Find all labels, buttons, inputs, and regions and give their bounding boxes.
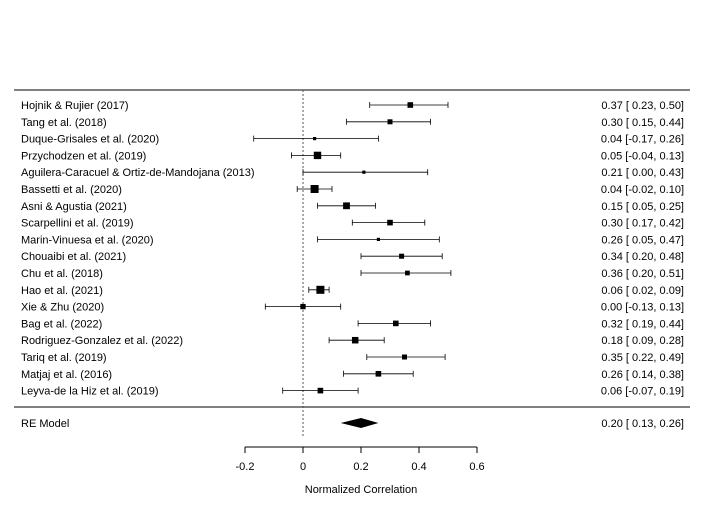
point-estimate-square bbox=[343, 202, 350, 210]
ci-value-text: 0.26 [ 0.05, 0.47] bbox=[601, 234, 684, 246]
study-row: Matjaj et al. (2016) 0.26 [ 0.14, 0.38] bbox=[21, 369, 684, 381]
study-row: Aguilera-Caracuel & Ortiz-de-Mandojana (… bbox=[21, 167, 684, 179]
study-row: Rodriguez-Gonzalez et al. (2022) 0.18 [ 0… bbox=[21, 335, 684, 347]
point-estimate-square bbox=[375, 371, 382, 377]
ci-value-text: 0.21 [ 0.00, 0.43] bbox=[601, 167, 684, 179]
study-label: Leyva-de la Hiz et al. (2019) bbox=[21, 386, 159, 398]
study-row: Bag et al. (2022) 0.32 [ 0.19, 0.44] bbox=[21, 318, 684, 330]
summary-diamond bbox=[340, 418, 379, 428]
study-row: Hojnik & Rujier (2017) 0.37 [ 0.23, 0.50] bbox=[21, 100, 684, 112]
study-row: Chouaibi et al. (2021) 0.34 [ 0.20, 0.48] bbox=[21, 251, 684, 263]
study-row: Duque-Grisales et al. (2020) 0.04 [-0.17,… bbox=[21, 134, 684, 146]
x-axis-label: Normalized Correlation bbox=[305, 484, 418, 496]
point-estimate-square bbox=[313, 151, 322, 160]
x-tick-label: -0.2 bbox=[236, 461, 255, 473]
ci-value-text: 0.04 [-0.02, 0.10] bbox=[601, 184, 684, 196]
x-tick-label: 0 bbox=[300, 461, 306, 473]
point-estimate-square bbox=[300, 303, 306, 310]
ci-value-text: 0.36 [ 0.20, 0.51] bbox=[601, 268, 684, 280]
study-row: Chu et al. (2018) 0.36 [ 0.20, 0.51] bbox=[21, 268, 684, 280]
point-estimate-square bbox=[310, 185, 319, 193]
ci-value-text: 0.04 [-0.17, 0.26] bbox=[601, 134, 684, 146]
study-label: Rodriguez-Gonzalez et al. (2022) bbox=[21, 335, 183, 347]
study-label: Bag et al. (2022) bbox=[21, 318, 102, 330]
study-label: Przychodzen et al. (2019) bbox=[21, 150, 146, 162]
point-estimate-square bbox=[351, 336, 359, 344]
study-row: Tang et al. (2018) 0.30 [ 0.15, 0.44] bbox=[21, 117, 684, 129]
study-row: Scarpellini et al. (2019) 0.30 [ 0.17, 0.… bbox=[21, 218, 684, 230]
study-label: Aguilera-Caracuel & Ortiz-de-Mandojana (… bbox=[21, 167, 255, 179]
study-label: Hao et al. (2021) bbox=[21, 285, 103, 297]
x-tick-label: 0.6 bbox=[469, 461, 484, 473]
x-tick-label: 0.4 bbox=[411, 461, 426, 473]
point-estimate-square bbox=[407, 102, 414, 108]
point-estimate-square bbox=[387, 219, 393, 226]
ci-value-text: 0.34 [ 0.20, 0.48] bbox=[601, 251, 684, 263]
point-estimate-square bbox=[376, 237, 380, 241]
ci-value-text: 0.37 [ 0.23, 0.50] bbox=[601, 100, 684, 112]
ci-value-text: 0.05 [-0.04, 0.13] bbox=[601, 150, 684, 162]
summary-row: RE Model 0.20 [ 0.13, 0.26] bbox=[21, 418, 684, 430]
point-estimate-square bbox=[399, 253, 405, 259]
x-tick-label: 0.2 bbox=[353, 461, 368, 473]
ci-value-text: 0.35 [ 0.22, 0.49] bbox=[601, 352, 684, 364]
ci-value-text: 0.06 [-0.07, 0.19] bbox=[601, 386, 684, 398]
ci-value-text: 0.30 [ 0.17, 0.42] bbox=[601, 218, 684, 230]
ci-value-text: 0.15 [ 0.05, 0.25] bbox=[601, 201, 684, 213]
point-estimate-square bbox=[316, 285, 325, 294]
study-row: Asni & Agustia (2021) 0.15 [ 0.05, 0.25] bbox=[21, 201, 684, 213]
study-label: Chouaibi et al. (2021) bbox=[21, 251, 126, 263]
ci-value-text: 0.18 [ 0.09, 0.28] bbox=[601, 335, 684, 347]
study-row: Hao et al. (2021) 0.06 [ 0.02, 0.09] bbox=[21, 285, 684, 297]
study-row: Bassetti et al. (2020) 0.04 [-0.02, 0.10] bbox=[21, 184, 684, 196]
ci-value-text: 0.32 [ 0.19, 0.44] bbox=[601, 318, 684, 330]
study-rows: Hojnik & Rujier (2017) 0.37 [ 0.23, 0.50]… bbox=[21, 100, 684, 398]
summary-ci-text: 0.20 [ 0.13, 0.26] bbox=[601, 418, 684, 430]
study-label: Asni & Agustia (2021) bbox=[21, 201, 127, 213]
x-axis: -0.2 0 0.2 0.4 0.6 bbox=[236, 446, 485, 473]
point-estimate-square bbox=[387, 119, 393, 125]
study-label: Marin-Vinuesa et al. (2020) bbox=[21, 234, 153, 246]
study-label: Scarpellini et al. (2019) bbox=[21, 218, 134, 230]
point-estimate-square bbox=[402, 354, 407, 360]
study-label: Tariq et al. (2019) bbox=[21, 352, 107, 364]
study-label: Xie & Zhu (2020) bbox=[21, 302, 104, 314]
study-label: Duque-Grisales et al. (2020) bbox=[21, 134, 159, 146]
summary-label: RE Model bbox=[21, 418, 69, 430]
ci-value-text: 0.06 [ 0.02, 0.09] bbox=[601, 285, 684, 297]
point-estimate-square bbox=[317, 387, 324, 394]
point-estimate-square bbox=[405, 270, 410, 276]
point-estimate-square bbox=[313, 137, 317, 141]
study-label: Tang et al. (2018) bbox=[21, 117, 107, 129]
study-label: Bassetti et al. (2020) bbox=[21, 184, 122, 196]
study-row: Tariq et al. (2019) 0.35 [ 0.22, 0.49] bbox=[21, 352, 684, 364]
ci-value-text: 0.00 [-0.13, 0.13] bbox=[601, 302, 684, 314]
study-row: Przychodzen et al. (2019) 0.05 [-0.04, 0.… bbox=[21, 150, 684, 162]
ci-value-text: 0.26 [ 0.14, 0.38] bbox=[601, 369, 684, 381]
study-label: Matjaj et al. (2016) bbox=[21, 369, 112, 381]
study-label: Hojnik & Rujier (2017) bbox=[21, 100, 129, 112]
point-estimate-square bbox=[393, 320, 399, 327]
point-estimate-square bbox=[362, 170, 366, 174]
study-row: Leyva-de la Hiz et al. (2019) 0.06 [-0.07… bbox=[21, 386, 684, 398]
study-row: Xie & Zhu (2020) 0.00 [-0.13, 0.13] bbox=[21, 302, 684, 314]
study-row: Marin-Vinuesa et al. (2020) 0.26 [ 0.05, … bbox=[21, 234, 684, 246]
ci-value-text: 0.30 [ 0.15, 0.44] bbox=[601, 117, 684, 129]
study-label: Chu et al. (2018) bbox=[21, 268, 103, 280]
